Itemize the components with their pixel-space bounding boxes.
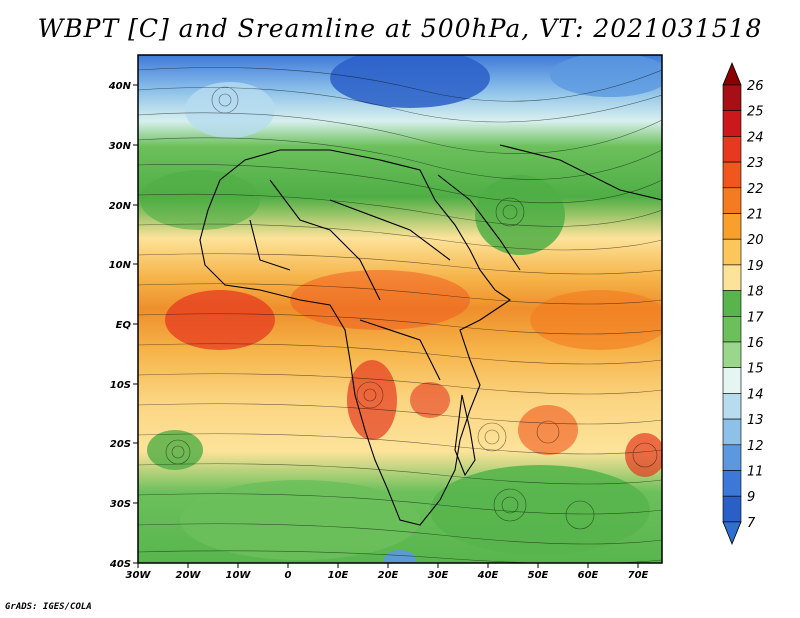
colorbar-label: 11 bbox=[747, 465, 764, 480]
colorbar-label: 22 bbox=[747, 182, 764, 197]
colorbar-swatch bbox=[722, 341, 742, 369]
colorbar-swatch bbox=[722, 84, 742, 112]
colorbar-bottom-arrow bbox=[722, 521, 742, 545]
colorbar-swatch bbox=[722, 315, 742, 343]
colorbar-label: 14 bbox=[747, 387, 764, 402]
colorbar-label: 7 bbox=[747, 516, 756, 531]
colorbar-swatch bbox=[722, 393, 742, 420]
colorbar-label: 16 bbox=[747, 336, 764, 351]
lat-label: 40N bbox=[108, 81, 132, 92]
lat-label: 40S bbox=[109, 559, 131, 570]
lon-label: 20E bbox=[378, 570, 399, 581]
colorbar-label: 17 bbox=[747, 310, 764, 325]
colorbar-label: 12 bbox=[747, 439, 764, 454]
lat-axis: 40N 30N 20N 10N EQ 10S 20S 30S 40S bbox=[108, 81, 138, 570]
colorbar-label: 13 bbox=[747, 413, 764, 428]
colorbar-swatch bbox=[722, 444, 742, 471]
lon-label: 10W bbox=[226, 570, 252, 581]
lat-label: EQ bbox=[116, 320, 132, 331]
colorbar-label: 15 bbox=[747, 362, 764, 377]
credit-text: GrADS: IGES/COLA bbox=[5, 602, 92, 612]
colorbar-swatch bbox=[722, 290, 742, 317]
colorbar-label: 26 bbox=[747, 79, 764, 94]
lon-label: 40E bbox=[477, 570, 499, 581]
lat-label: 10N bbox=[109, 260, 132, 271]
colorbar-label: 23 bbox=[747, 156, 764, 171]
lat-label: 30N bbox=[109, 141, 132, 152]
colorbar-label: 24 bbox=[747, 130, 764, 145]
wbpt-field bbox=[138, 55, 662, 563]
colorbar-swatch bbox=[722, 418, 742, 446]
colorbar-swatch bbox=[722, 367, 742, 394]
lon-label: 70E bbox=[628, 570, 649, 581]
colorbar-label: 9 bbox=[747, 490, 755, 505]
chart-title: WBPT [C] and Sreamline at 500hPa, VT: 20… bbox=[37, 14, 763, 43]
colorbar-swatch bbox=[722, 187, 742, 214]
colorbar-label: 25 bbox=[747, 105, 764, 120]
colorbar-swatch bbox=[722, 495, 742, 523]
lat-label: 20N bbox=[109, 201, 132, 212]
colorbar-label: 18 bbox=[747, 285, 764, 300]
colorbar-swatch bbox=[722, 136, 742, 163]
colorbar-swatch bbox=[722, 470, 742, 497]
lon-axis: 30W 20W 10W 0 10E 20E 30E 40E 50E 60E 70… bbox=[126, 563, 649, 581]
lat-label: 20S bbox=[110, 439, 131, 450]
colorbar: 26 25 24 23 22 21 20 19 18 17 16 15 14 13 12 11 9 7 bbox=[722, 61, 764, 545]
lon-label: 50E bbox=[528, 570, 549, 581]
lat-label: 30S bbox=[110, 499, 131, 510]
colorbar-swatch bbox=[722, 110, 742, 137]
lon-label: 10E bbox=[328, 570, 349, 581]
colorbar-label: 20 bbox=[747, 233, 764, 248]
lon-label: 30W bbox=[126, 570, 152, 581]
colorbar-top-arrow bbox=[722, 61, 742, 86]
map-frame bbox=[137, 54, 663, 564]
colorbar-swatch bbox=[722, 213, 742, 240]
lon-label: 20W bbox=[176, 570, 202, 581]
lon-label: 30E bbox=[428, 570, 449, 581]
lon-label: 60E bbox=[578, 570, 599, 581]
lon-label: 0 bbox=[285, 570, 292, 581]
colorbar-swatch bbox=[722, 161, 742, 189]
colorbar-label: 19 bbox=[747, 259, 764, 274]
colorbar-swatch bbox=[722, 264, 742, 291]
lat-label: 10S bbox=[110, 380, 131, 391]
colorbar-label: 21 bbox=[747, 208, 764, 223]
colorbar-swatch bbox=[722, 238, 742, 266]
